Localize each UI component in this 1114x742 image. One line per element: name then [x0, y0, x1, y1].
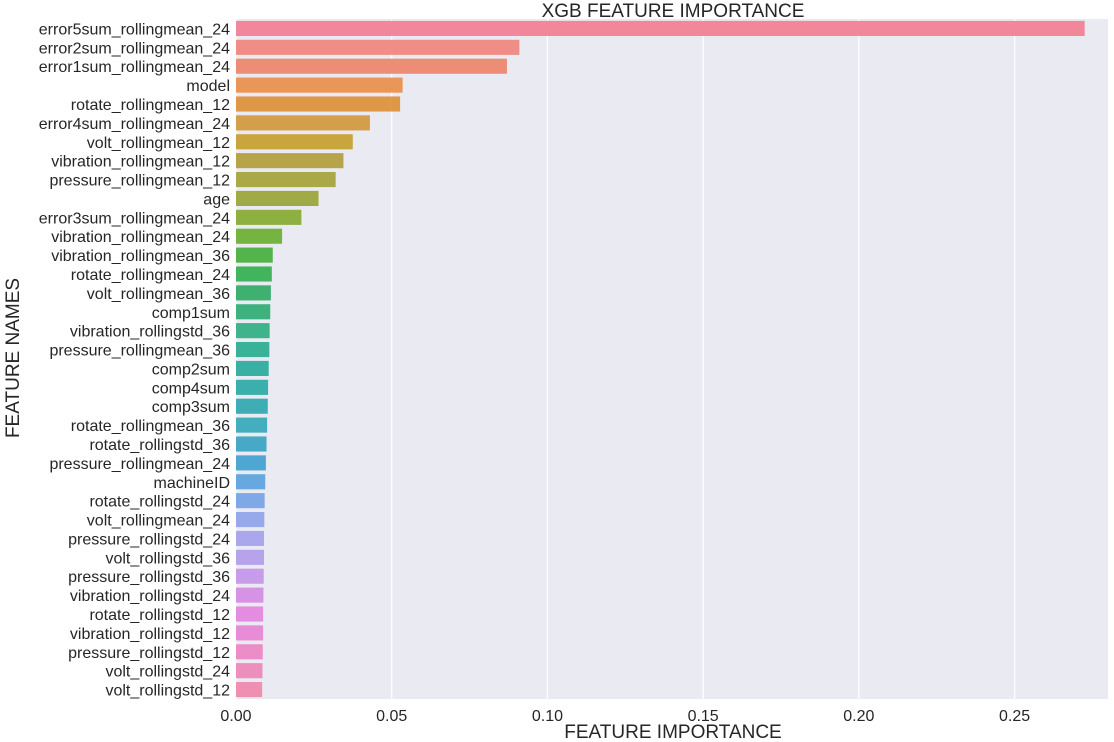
- bar: [236, 436, 267, 452]
- bar: [236, 266, 272, 282]
- chart-title: XGB FEATURE IMPORTANCE: [542, 1, 805, 22]
- y-tick-label: pressure_rollingmean_24: [49, 456, 230, 473]
- y-tick-label: rotate_rollingmean_12: [71, 97, 230, 114]
- y-tick-label: volt_rollingstd_24: [105, 664, 230, 681]
- y-tick-label: vibration_rollingstd_36: [70, 324, 230, 341]
- bar: [236, 587, 264, 603]
- y-axis-title: FEATURE NAMES: [3, 278, 24, 438]
- bar: [236, 530, 265, 546]
- y-tick-label: rotate_rollingstd_12: [89, 607, 230, 624]
- y-tick-label: error2sum_rollingmean_24: [39, 40, 230, 57]
- bar: [236, 77, 403, 93]
- y-tick-label: pressure_rollingstd_24: [68, 531, 230, 548]
- bar: [236, 417, 268, 433]
- bar: [236, 39, 520, 55]
- y-tick-label: rotate_rollingstd_24: [89, 494, 230, 511]
- y-tick-label: volt_rollingmean_36: [87, 286, 230, 303]
- bar: [236, 228, 283, 244]
- bar: [236, 644, 263, 660]
- bar: [236, 455, 266, 471]
- bars: [236, 20, 1085, 698]
- x-tick-label: 0.10: [532, 708, 563, 725]
- bar: [236, 285, 271, 301]
- x-tick-label: 0.15: [688, 708, 719, 725]
- bar: [236, 549, 265, 565]
- y-tick-label: error4sum_rollingmean_24: [39, 116, 230, 133]
- grid-lines: [235, 19, 1016, 699]
- bar: [236, 153, 344, 169]
- y-tick-label: volt_rollingmean_24: [87, 513, 230, 530]
- plot-background: [236, 19, 1108, 699]
- x-axis-title: FEATURE IMPORTANCE: [564, 722, 781, 742]
- y-tick-label: vibration_rollingmean_36: [51, 248, 230, 265]
- x-tick-label: 0.05: [376, 708, 407, 725]
- bar: [236, 58, 507, 74]
- x-tick-label: 0.00: [220, 708, 251, 725]
- bar: [236, 115, 370, 131]
- y-tick-label: comp1sum: [152, 305, 230, 322]
- y-tick-label: volt_rollingmean_12: [87, 135, 230, 152]
- y-tick-label: pressure_rollingstd_12: [68, 645, 230, 662]
- bar: [236, 304, 271, 320]
- y-tick-label: pressure_rollingmean_12: [49, 173, 230, 190]
- bar: [236, 172, 336, 188]
- y-tick-label: vibration_rollingstd_12: [70, 626, 230, 643]
- bar: [236, 663, 263, 679]
- y-tick-label: volt_rollingstd_36: [105, 550, 230, 567]
- bar: [236, 342, 270, 358]
- y-tick-labels: error5sum_rollingmean_24 error2sum_rollin…: [39, 21, 230, 699]
- bar: [236, 568, 264, 584]
- y-tick-label: model: [186, 78, 230, 95]
- y-tick-label: rotate_rollingstd_36: [89, 437, 230, 454]
- y-tick-label: error1sum_rollingmean_24: [39, 59, 230, 76]
- bar: [236, 96, 401, 112]
- y-tick-label: error5sum_rollingmean_24: [39, 21, 230, 38]
- y-tick-label: age: [203, 191, 230, 208]
- bar: [236, 360, 269, 376]
- y-tick-label: vibration_rollingstd_24: [70, 588, 230, 605]
- y-tick-label: machineID: [154, 475, 230, 492]
- bar: [236, 398, 268, 414]
- bar: [236, 379, 269, 395]
- x-tick-label: 0.25: [999, 708, 1030, 725]
- bar: [236, 474, 266, 490]
- x-tick-labels: 0.00 0.05 0.10 0.15 0.20 0.25: [220, 708, 1030, 725]
- y-tick-label: volt_rollingstd_12: [105, 683, 230, 700]
- bar: [236, 190, 319, 206]
- y-tick-label: pressure_rollingmean_36: [49, 343, 230, 360]
- y-tick-label: vibration_rollingmean_12: [51, 154, 230, 171]
- y-tick-label: comp3sum: [152, 399, 230, 416]
- bar: [236, 493, 265, 509]
- bar: [236, 625, 264, 641]
- bar: [236, 512, 265, 528]
- bar: [236, 606, 264, 622]
- bar: [236, 682, 263, 698]
- bar: [236, 134, 353, 150]
- y-tick-label: comp2sum: [152, 361, 230, 378]
- y-tick-label: comp4sum: [152, 380, 230, 397]
- y-tick-label: vibration_rollingmean_24: [51, 229, 230, 246]
- y-tick-label: rotate_rollingmean_36: [71, 418, 230, 435]
- y-tick-label: error3sum_rollingmean_24: [39, 210, 230, 227]
- y-tick-label: pressure_rollingstd_36: [68, 569, 230, 586]
- y-tick-label: rotate_rollingmean_24: [71, 267, 230, 284]
- bar: [236, 20, 1085, 36]
- bar: [236, 209, 302, 225]
- bar: [236, 247, 273, 263]
- bar: [236, 323, 270, 339]
- x-tick-label: 0.20: [843, 708, 874, 725]
